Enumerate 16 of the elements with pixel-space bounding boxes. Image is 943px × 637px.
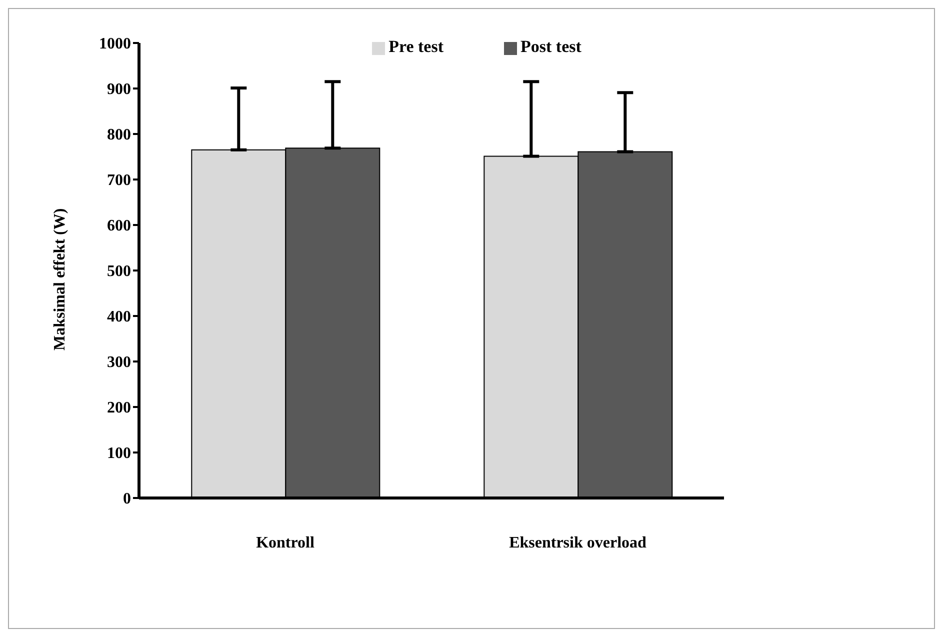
legend-label: Post test [520, 37, 582, 56]
x-tick-label: Kontroll [256, 534, 315, 552]
y-tick-label: 700 [107, 172, 131, 190]
y-tick-label: 400 [107, 308, 131, 326]
y-tick-label: 900 [107, 81, 131, 98]
y-tick-label: 1000 [99, 36, 131, 53]
y-tick-label: 200 [107, 400, 131, 417]
legend-label: Pre test [388, 37, 444, 56]
y-tick-label: 800 [107, 126, 131, 144]
y-tick-label: 300 [107, 354, 131, 372]
y-tick-label: 600 [107, 218, 131, 235]
y-tick-label: 500 [107, 263, 131, 280]
y-tick-label: 0 [123, 490, 131, 508]
y-tick-label: 100 [107, 445, 131, 462]
x-tick-label: Eksentrsik overload [509, 534, 647, 552]
y-axis-title: Maksimal effekt (W) [52, 208, 69, 350]
